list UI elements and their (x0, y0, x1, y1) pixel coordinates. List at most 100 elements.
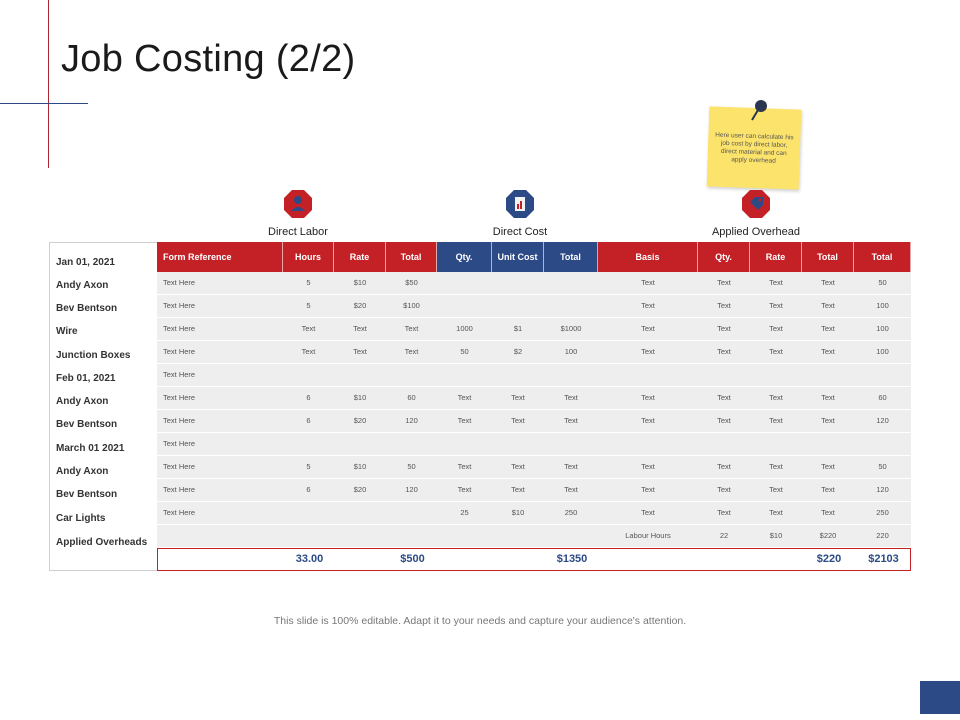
table-cell: 50 (460, 347, 469, 356)
table-cell: Text (564, 416, 578, 425)
table-cell: 25 (460, 508, 469, 517)
table-cell (492, 272, 544, 295)
page-title: Job Costing (2/2) (61, 38, 356, 80)
row-label-date: March 01 2021 (56, 443, 125, 454)
table-cell: 120 (405, 416, 418, 425)
table-cell (492, 295, 544, 318)
total-cell (335, 549, 387, 570)
table-cell (334, 502, 386, 525)
table-cell: $50 (405, 278, 418, 287)
total-cell: $500 (400, 553, 425, 565)
table-row: Text Here 6 $20 120 Text Text Text Text Text Text… (157, 410, 911, 433)
table-cell: Text (564, 393, 578, 402)
table-cell (386, 364, 437, 387)
table-cell: Text (457, 485, 472, 494)
table-cell (334, 364, 386, 387)
table-cell: 5 (306, 462, 311, 471)
table-cell (492, 433, 544, 456)
table-row: Labour Hours 22 $10 $220 220 (157, 525, 911, 548)
row-label: Andy Axon (56, 396, 109, 407)
table-row: Text Here 25 $10 250 Text Text Text Text 250 (157, 502, 911, 525)
table-cell: Text (641, 485, 655, 494)
table-row: Text Here (157, 433, 911, 456)
table-cell: Text (301, 324, 316, 333)
row-label-date: Feb 01, 2021 (56, 373, 116, 384)
table-cell: Text (457, 393, 472, 402)
row-label: Andy Axon (56, 466, 109, 477)
category-applied-overhead: Applied Overhead (711, 226, 801, 238)
table-cell: 100 (564, 347, 578, 356)
decorative-horizontal-line (0, 103, 88, 104)
table-cell: Text (457, 416, 472, 425)
table-cell: Text (769, 485, 783, 494)
person-icon (284, 190, 312, 218)
row-label: Car Lights (56, 513, 106, 524)
table-cell: 5 (306, 301, 311, 310)
table-cell (437, 272, 492, 295)
table-cell: Text Here (163, 278, 196, 287)
corner-accent (920, 681, 960, 714)
row-label: Bev Bentson (56, 489, 118, 500)
table-row: Text Here 5 $10 50 Text Text Text Text Text Text T… (157, 456, 911, 479)
table-cell (544, 295, 598, 318)
table-row: Text Here Text Text Text 50 $2 100 Text Text Text… (157, 341, 911, 364)
table-cell (854, 364, 911, 387)
table-cell (802, 433, 854, 456)
sticky-note-text: Here user can calculate his job cost by … (715, 131, 794, 165)
column-header: Basis (598, 242, 698, 272)
table-cell: Text (511, 462, 525, 471)
table-cell: Text (641, 347, 655, 356)
table-cell (437, 295, 492, 318)
table-cell: Text (769, 416, 783, 425)
table-cell: Text (641, 393, 655, 402)
column-header: Qty. (437, 242, 492, 272)
job-costing-table: Form Reference Hours Rate Total Qty. Unit Cos… (157, 242, 911, 571)
total-cell (599, 549, 699, 570)
table-cell (750, 433, 802, 456)
table-cell: $10 (353, 393, 367, 402)
table-cell: 120 (405, 485, 418, 494)
table-cell: Text (457, 462, 472, 471)
table-cell (492, 525, 544, 548)
table-cell: Text (821, 462, 835, 471)
table-row: Text Here Text Text Text 1000 $1 $1000 Text Text… (157, 318, 911, 341)
table-cell: Text (717, 508, 731, 517)
row-label: Andy Axon (56, 280, 109, 291)
row-label: Applied Overheads (56, 537, 148, 548)
table-cell: Text Here (163, 324, 196, 333)
table-cell: 120 (876, 485, 889, 494)
table-cell (854, 433, 911, 456)
table-cell (437, 433, 492, 456)
table-cell: Text Here (163, 485, 196, 494)
table-cell: 6 (306, 485, 311, 494)
table-cell (698, 364, 750, 387)
table-cell (544, 525, 598, 548)
row-label: Junction Boxes (56, 350, 131, 361)
table-cell: 250 (564, 508, 578, 517)
total-cell (158, 549, 284, 570)
table-cell: Text (717, 278, 731, 287)
table-cell: 50 (407, 462, 416, 471)
table-cell: Text (404, 324, 419, 333)
table-cell: $1 (513, 324, 523, 333)
category-direct-labor: Direct Labor (268, 226, 328, 238)
table-cell (283, 364, 334, 387)
table-cell: Text (769, 508, 783, 517)
table-cell (544, 433, 598, 456)
table-cell: Text (353, 347, 367, 356)
row-label: Bev Bentson (56, 303, 118, 314)
table-cell: 120 (876, 416, 889, 425)
table-cell: Text Here (163, 301, 196, 310)
table-cell: Text (717, 393, 731, 402)
total-cell (751, 549, 803, 570)
totals-row: 33.00 $500 $1350 $220 $2103 (157, 548, 911, 571)
table-cell: Text (641, 462, 655, 471)
table-cell: 100 (876, 301, 889, 310)
total-cell (493, 549, 545, 570)
table-cell: $10 (769, 531, 783, 540)
table-cell: $100 (403, 301, 420, 310)
table-cell: Text (769, 301, 783, 310)
table-row: Text Here 6 $10 60 Text Text Text Text Text Text T… (157, 387, 911, 410)
table-cell: Text (821, 278, 835, 287)
table-cell (598, 433, 698, 456)
